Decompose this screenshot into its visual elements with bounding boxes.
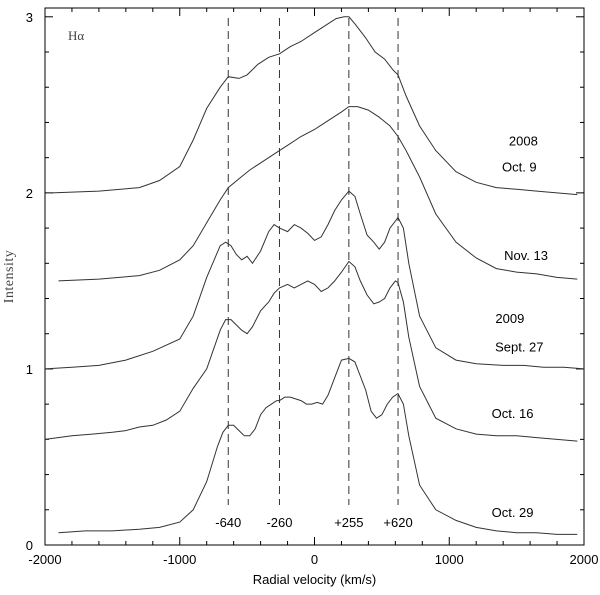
date-annotation: Oct. 29 [492,505,534,520]
date-annotation: Sept. 27 [495,339,543,354]
reference-line-label: -260 [266,515,292,530]
y-tick-label: 3 [26,10,33,25]
date-annotation: 2008 [509,133,538,148]
date-annotation: 2009 [495,311,524,326]
reference-line-label: +255 [334,515,363,530]
spectrum-line [58,357,578,535]
spectrum-line [51,16,578,196]
spectrum-line [44,260,578,442]
x-tick-label: -1000 [163,552,196,567]
date-annotation: Nov. 13 [504,248,548,263]
x-tick-label: 2000 [570,552,599,567]
date-annotation: Oct. 16 [492,406,534,421]
y-tick-label: 0 [26,538,33,553]
x-axis-title: Radial velocity (km/s) [253,572,377,587]
date-annotation: Oct. 9 [502,160,537,175]
y-tick-label: 2 [26,186,33,201]
reference-line-label: +620 [383,515,412,530]
spectrum-line [58,106,578,282]
x-tick-label: -2000 [28,552,61,567]
x-tick-label: 0 [311,552,318,567]
chart-title: Hα [68,28,84,43]
reference-line-label: -640 [215,515,241,530]
y-tick-label: 1 [26,362,33,377]
spectrum-line [44,190,585,370]
x-tick-label: 1000 [435,552,464,567]
y-axis-title: Intensity [2,250,17,304]
